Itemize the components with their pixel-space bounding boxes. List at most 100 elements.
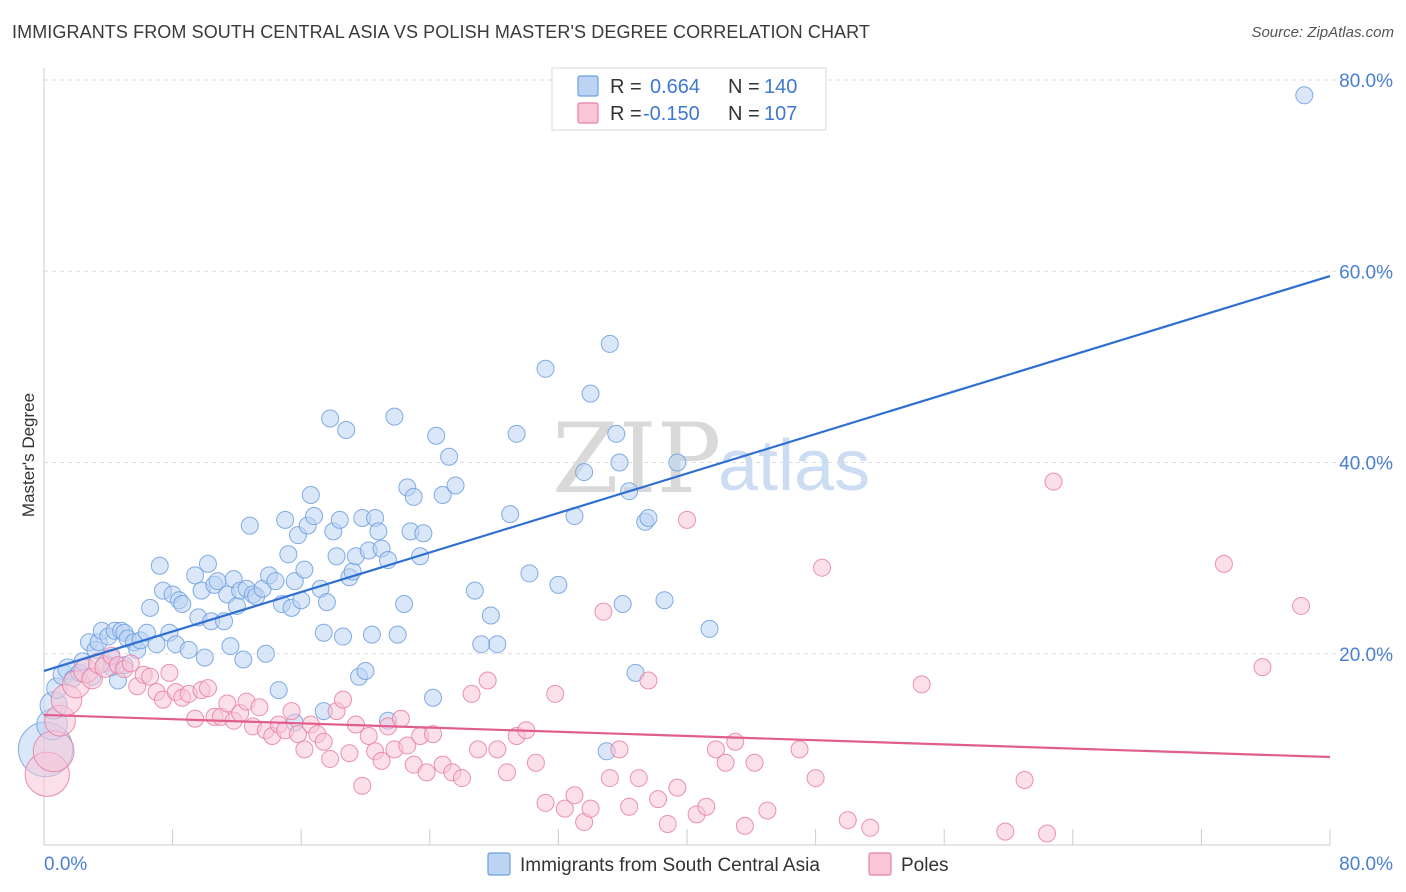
legend-swatch-poles — [577, 102, 599, 124]
data-point — [32, 730, 75, 773]
data-point — [472, 635, 491, 654]
data-point — [427, 426, 446, 445]
data-point — [250, 698, 269, 717]
data-point — [1038, 824, 1057, 843]
data-point — [305, 507, 324, 526]
y-axis-title: Master's Degree — [19, 393, 38, 517]
data-point — [735, 816, 754, 835]
x-tick-label: 0.0% — [44, 854, 87, 875]
bottom-legend-label-immigrants: Immigrants from South Central Asia — [520, 855, 820, 876]
x-tick-labels: 0.0% 80.0% — [44, 854, 1393, 875]
data-point — [526, 753, 545, 772]
legend-n-label: N = — [728, 76, 760, 98]
data-point — [321, 409, 340, 428]
legend-n-label: N = — [728, 103, 760, 125]
data-point — [256, 644, 275, 663]
data-point — [1214, 554, 1233, 573]
data-point — [520, 564, 539, 583]
legend-n-value: 107 — [764, 103, 797, 125]
legend-n-value: 140 — [764, 76, 797, 98]
data-point — [806, 769, 825, 788]
bottom-legend-label-poles: Poles — [901, 855, 949, 876]
data-point — [446, 476, 465, 495]
data-point — [726, 732, 745, 751]
data-point — [198, 679, 217, 698]
data-point — [758, 801, 777, 820]
data-point — [385, 407, 404, 426]
data-point — [549, 575, 568, 594]
watermark-atlas: atlas — [718, 426, 870, 506]
data-point — [424, 725, 443, 744]
data-point — [327, 547, 346, 566]
legend: R = 0.664 N = 140 R = -0.150 N = 107 — [551, 67, 827, 131]
data-point — [594, 602, 613, 621]
data-point — [700, 619, 719, 638]
data-point — [179, 640, 198, 659]
data-point — [356, 661, 375, 680]
data-point — [333, 690, 352, 709]
data-point — [433, 486, 452, 505]
data-point — [639, 671, 658, 690]
legend-r-value: 0.664 — [650, 76, 700, 98]
data-point — [218, 694, 237, 713]
y-tick-label: 40.0% — [1339, 454, 1393, 475]
data-point — [333, 627, 352, 646]
data-point — [581, 384, 600, 403]
data-point — [706, 740, 725, 759]
data-point — [620, 797, 639, 816]
data-point — [452, 769, 471, 788]
y-tick-label: 60.0% — [1339, 262, 1393, 283]
data-point — [912, 675, 931, 694]
bottom-legend-swatch-poles — [868, 852, 892, 876]
data-point — [314, 732, 333, 751]
data-point — [340, 744, 359, 763]
y-tick-label: 80.0% — [1339, 71, 1393, 92]
data-point — [266, 572, 285, 591]
data-point — [600, 769, 619, 788]
data-point — [353, 776, 372, 795]
y-tick-label: 20.0% — [1339, 645, 1393, 666]
data-point — [465, 581, 484, 600]
data-point — [398, 736, 417, 755]
data-point — [838, 811, 857, 830]
data-point — [330, 510, 349, 529]
data-point — [141, 598, 160, 617]
data-point — [1015, 770, 1034, 789]
data-point — [1292, 596, 1311, 615]
data-point — [295, 740, 314, 759]
data-point — [478, 671, 497, 690]
data-point — [600, 334, 619, 353]
data-point — [716, 753, 735, 772]
trend-lines — [43, 274, 1331, 759]
data-point — [282, 702, 301, 721]
bottom-legend: Immigrants from South Central Asia Poles — [487, 852, 949, 876]
data-point — [996, 822, 1015, 841]
x-tick-label: 80.0% — [1339, 854, 1393, 875]
data-point — [288, 725, 307, 744]
data-point — [372, 751, 391, 770]
data-point — [295, 560, 314, 579]
data-point — [629, 769, 648, 788]
data-point — [501, 505, 520, 524]
data-point — [861, 818, 880, 837]
data-point — [610, 453, 629, 472]
data-point — [745, 753, 764, 772]
data-point — [607, 424, 626, 443]
data-point — [160, 663, 179, 682]
data-point — [536, 359, 555, 378]
data-point — [337, 420, 356, 439]
data-point — [813, 558, 832, 577]
data-point — [655, 591, 674, 610]
data-point — [481, 606, 500, 625]
data-point — [610, 740, 629, 759]
data-point — [150, 556, 169, 575]
data-point — [555, 799, 574, 818]
legend-r-label: R = — [610, 103, 642, 125]
data-point — [388, 625, 407, 644]
data-point — [488, 740, 507, 759]
data-point — [497, 763, 516, 782]
bottom-legend-swatch-immigrants — [487, 852, 511, 876]
gridlines — [44, 79, 1392, 655]
data-point — [581, 799, 600, 818]
